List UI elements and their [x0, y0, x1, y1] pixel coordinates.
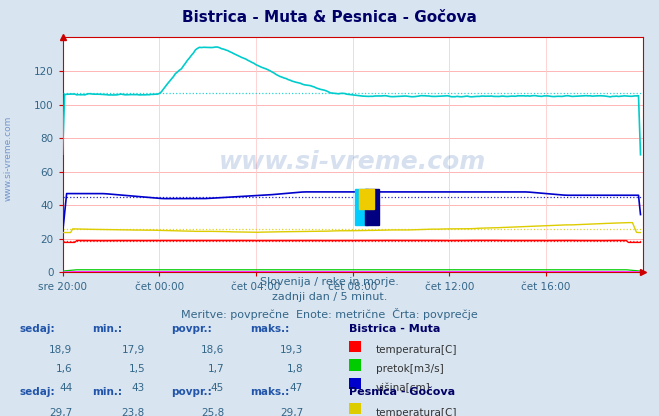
Text: Slovenija / reke in morje.: Slovenija / reke in morje. — [260, 277, 399, 287]
Text: 25,8: 25,8 — [201, 408, 224, 416]
Bar — [366, 188, 379, 225]
Text: 29,7: 29,7 — [280, 408, 303, 416]
Text: Bistrica - Muta & Pesnica - Gočova: Bistrica - Muta & Pesnica - Gočova — [182, 10, 477, 25]
Text: 18,9: 18,9 — [49, 345, 72, 355]
Text: Meritve: povprečne  Enote: metrične  Črta: povprečje: Meritve: povprečne Enote: metrične Črta:… — [181, 308, 478, 320]
Text: zadnji dan / 5 minut.: zadnji dan / 5 minut. — [272, 292, 387, 302]
Text: temperatura[C]: temperatura[C] — [376, 408, 457, 416]
Text: povpr.:: povpr.: — [171, 387, 212, 397]
Text: 1,5: 1,5 — [129, 364, 145, 374]
Text: 18,6: 18,6 — [201, 345, 224, 355]
Text: temperatura[C]: temperatura[C] — [376, 345, 457, 355]
Text: sedaj:: sedaj: — [20, 387, 55, 397]
Text: maks.:: maks.: — [250, 324, 290, 334]
Text: višina[cm]: višina[cm] — [376, 383, 430, 393]
Text: min.:: min.: — [92, 324, 123, 334]
Text: Pesnica - Gočova: Pesnica - Gočova — [349, 387, 455, 397]
Text: Bistrica - Muta: Bistrica - Muta — [349, 324, 441, 334]
Text: 1,8: 1,8 — [287, 364, 303, 374]
Text: 47: 47 — [290, 383, 303, 393]
Text: pretok[m3/s]: pretok[m3/s] — [376, 364, 444, 374]
Text: 1,7: 1,7 — [208, 364, 224, 374]
Text: 23,8: 23,8 — [122, 408, 145, 416]
Text: sedaj:: sedaj: — [20, 324, 55, 334]
Text: min.:: min.: — [92, 387, 123, 397]
Text: www.si-vreme.com: www.si-vreme.com — [3, 115, 13, 201]
Text: 17,9: 17,9 — [122, 345, 145, 355]
Bar — [355, 188, 368, 225]
Text: 45: 45 — [211, 383, 224, 393]
Text: povpr.:: povpr.: — [171, 324, 212, 334]
Text: maks.:: maks.: — [250, 387, 290, 397]
Text: 1,6: 1,6 — [56, 364, 72, 374]
Text: 29,7: 29,7 — [49, 408, 72, 416]
Text: 43: 43 — [132, 383, 145, 393]
Bar — [359, 188, 374, 209]
Text: 44: 44 — [59, 383, 72, 393]
Text: 19,3: 19,3 — [280, 345, 303, 355]
Text: www.si-vreme.com: www.si-vreme.com — [219, 150, 486, 174]
